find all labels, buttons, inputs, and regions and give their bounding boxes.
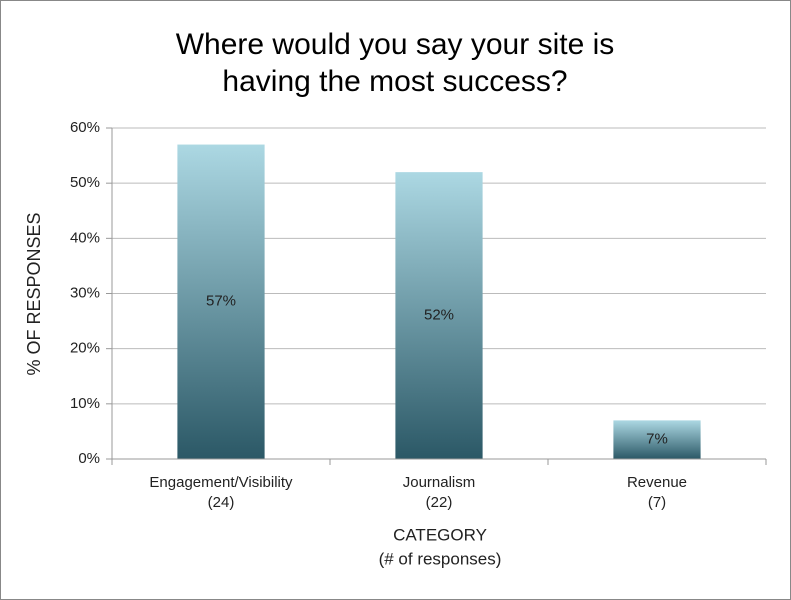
y-tick-label: 50% [70, 174, 100, 191]
y-tick-label: 10% [70, 395, 100, 412]
y-tick-label: 40% [70, 229, 100, 246]
y-tick-label: 30% [70, 284, 100, 301]
x-tick-label: Revenue [627, 474, 687, 491]
y-tick-label: 0% [78, 450, 100, 467]
data-label: 57% [206, 293, 236, 310]
data-label: 52% [424, 307, 454, 324]
y-axis-label: % OF RESPONSES [24, 212, 44, 375]
bar [395, 172, 483, 459]
x-tick-label: Engagement/Visibility [149, 474, 293, 491]
bar [613, 420, 701, 459]
x-axis-label: CATEGORY [393, 525, 487, 544]
data-label: 7% [646, 431, 668, 448]
x-tick-label: Journalism [403, 474, 476, 491]
x-tick-label: (7) [648, 494, 666, 511]
x-tick-label: (22) [426, 494, 453, 511]
y-tick-label: 60% [70, 119, 100, 136]
x-tick-label: (24) [208, 494, 235, 511]
chart-title: Where would you say your site is [176, 28, 615, 61]
bar [177, 144, 265, 460]
chart-title: having the most success? [222, 65, 567, 98]
y-tick-label: 20% [70, 340, 100, 357]
x-axis-label: (# of responses) [379, 549, 502, 568]
